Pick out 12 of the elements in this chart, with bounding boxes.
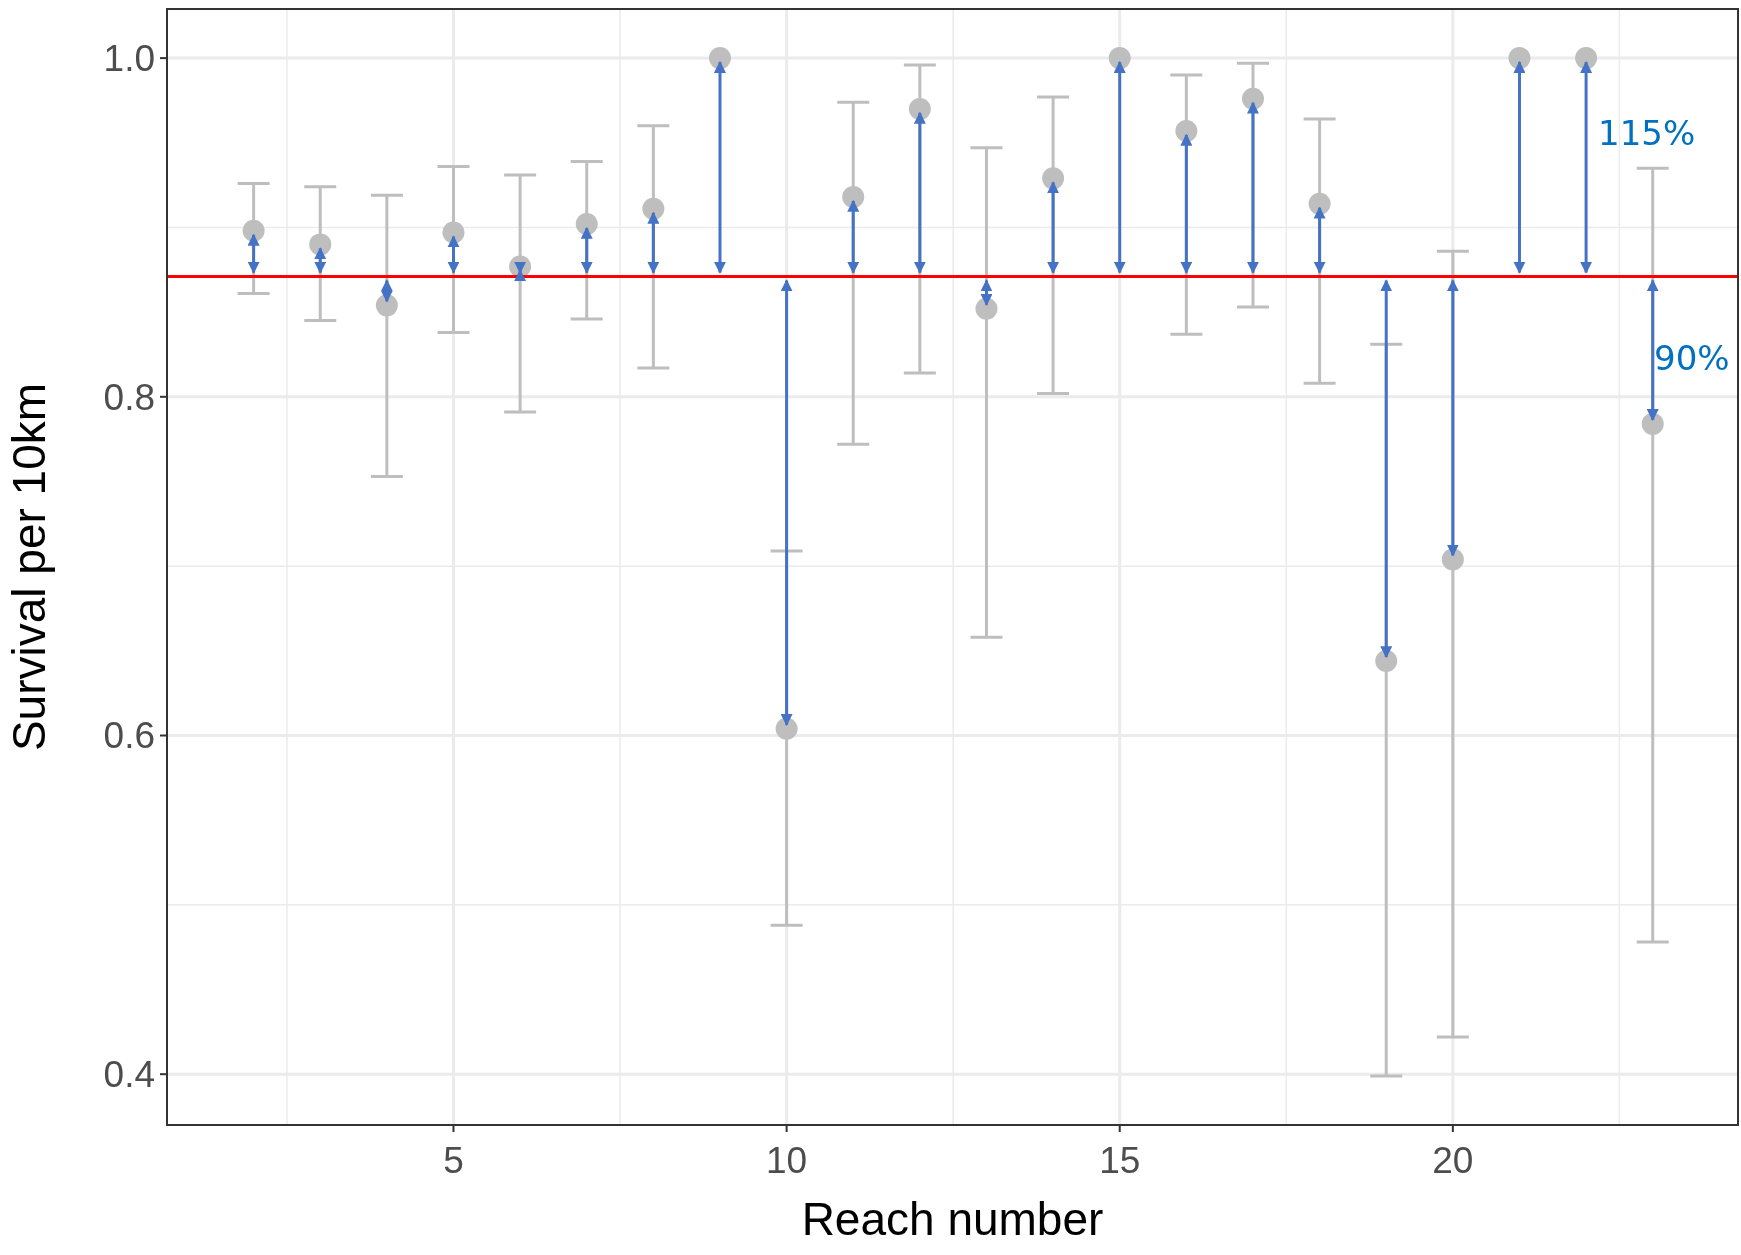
x-axis-title: Reach number <box>801 1193 1104 1245</box>
annotation: 115% <box>1598 112 1696 153</box>
x-tick-label: 20 <box>1432 1140 1474 1181</box>
annotation: 90% <box>1654 337 1730 378</box>
x-tick-label: 10 <box>766 1140 808 1181</box>
y-tick-label: 0.4 <box>103 1054 155 1096</box>
x-tick-label: 15 <box>1099 1140 1141 1181</box>
y-tick-label: 0.6 <box>103 715 155 757</box>
x-tick-label: 5 <box>443 1140 464 1181</box>
y-axis-title: Survival per 10km <box>3 382 55 752</box>
y-tick-label: 0.8 <box>103 376 155 418</box>
y-tick-label: 1.0 <box>103 38 155 80</box>
